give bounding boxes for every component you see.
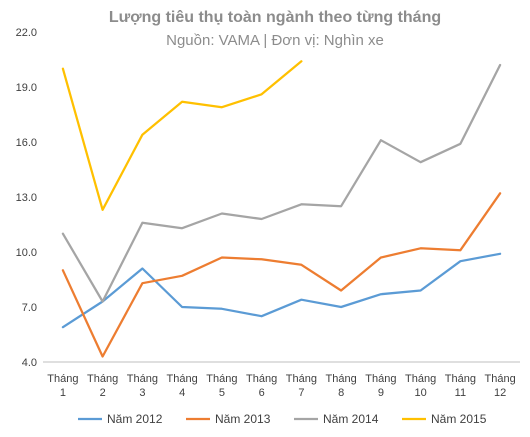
x-tick-label: 2 — [100, 387, 106, 399]
x-tick-label: 12 — [494, 387, 506, 399]
x-tick-label: Tháng — [246, 373, 277, 385]
y-tick-label: 19.0 — [16, 82, 37, 94]
x-tick-label: 5 — [219, 387, 225, 399]
x-tick-label: Tháng — [286, 373, 317, 385]
legend-label: Năm 2012 — [107, 412, 163, 426]
axes: 4.0 7.0 10.0 13.0 16.0 19.0 22.0 Tháng 1 Tháng 2 Th… — [16, 27, 520, 399]
x-tick-label: Tháng — [167, 373, 198, 385]
x-tick-label: Tháng — [127, 373, 158, 385]
y-tick-label: 4.0 — [22, 357, 37, 369]
x-tick-label: Tháng — [47, 373, 78, 385]
series-lines — [61, 60, 502, 358]
legend: Năm 2012 Năm 2013 Năm 2014 Năm 2015 — [78, 412, 487, 426]
x-tick-label: Tháng — [405, 373, 436, 385]
y-tick-label: 16.0 — [16, 137, 37, 149]
legend-label: Năm 2014 — [323, 412, 379, 426]
series-line-3 — [61, 63, 502, 303]
y-tick-label: 13.0 — [16, 192, 37, 204]
series-line-4 — [61, 60, 303, 211]
x-tick-label: 1 — [60, 387, 66, 399]
x-tick-label: Tháng — [326, 373, 357, 385]
series-line-1 — [61, 252, 502, 329]
x-tick-label: Tháng — [206, 373, 237, 385]
x-tick-label: Tháng — [445, 373, 476, 385]
x-tick-label: 8 — [338, 387, 344, 399]
x-tick-label: Tháng — [485, 373, 516, 385]
x-tick-label: 11 — [455, 387, 466, 399]
x-tick-label: Tháng — [87, 373, 118, 385]
chart-title: Lượng tiêu thụ toàn ngành theo từng thán… — [109, 9, 441, 26]
x-tick-label: 7 — [298, 387, 304, 399]
legend-label: Năm 2013 — [215, 412, 271, 426]
y-tick-label: 22.0 — [16, 27, 37, 39]
x-tick-label: 6 — [259, 387, 265, 399]
y-tick-label: 10.0 — [16, 247, 37, 259]
x-tick-label: 3 — [139, 387, 145, 399]
x-tick-label: Tháng — [365, 373, 396, 385]
x-tick-label: 4 — [179, 387, 185, 399]
y-tick-label: 7.0 — [22, 302, 37, 314]
chart-subtitle: Nguồn: VAMA | Đơn vị: Nghìn xe — [166, 32, 384, 49]
x-tick-label: 10 — [415, 387, 427, 399]
legend-label: Năm 2015 — [431, 412, 487, 426]
x-tick-label: 9 — [378, 387, 384, 399]
series-line-2 — [61, 192, 502, 358]
